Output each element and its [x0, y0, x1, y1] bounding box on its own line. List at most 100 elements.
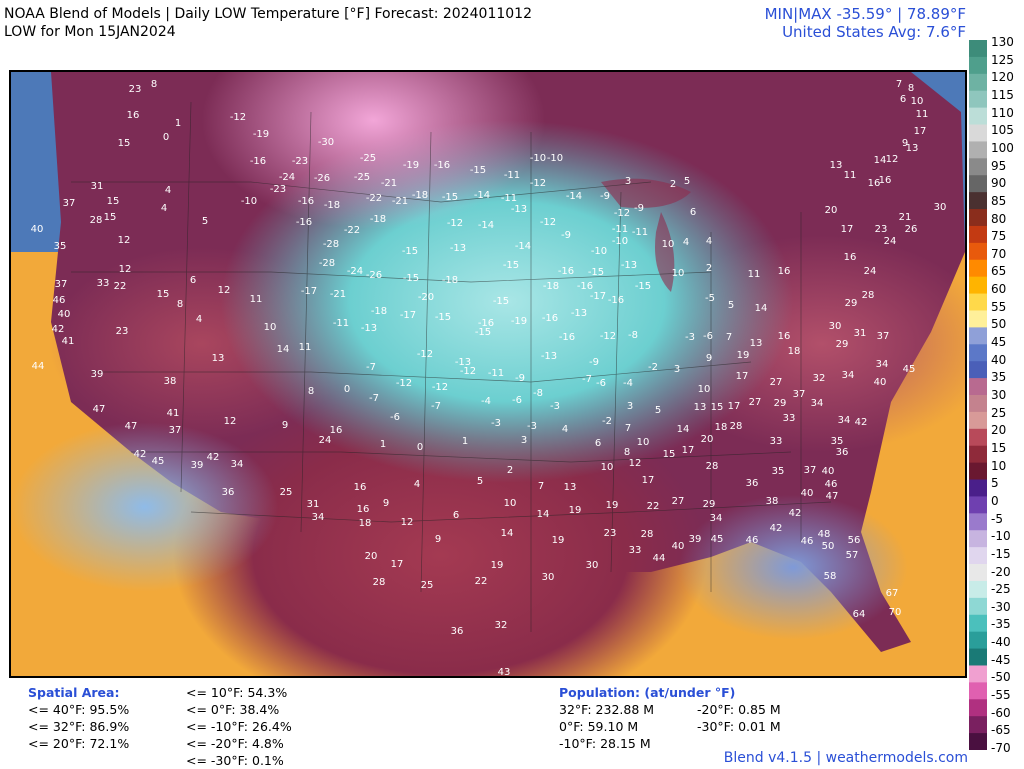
temperature-label: -8 [533, 388, 543, 399]
temperature-label: 22 [475, 576, 488, 587]
color-scale-tick-label: -45 [991, 652, 1011, 667]
temperature-label: 18 [359, 518, 372, 529]
temperature-label: 11 [844, 170, 857, 181]
color-scale-tick-label: 120 [991, 70, 1014, 85]
color-scale-tick-label: -20 [991, 564, 1011, 579]
color-scale-swatch [969, 411, 987, 430]
color-scale-swatch [969, 580, 987, 599]
temperature-label: -16 [577, 281, 593, 292]
temperature-label: 64 [853, 609, 866, 620]
temperature-label: 20 [825, 205, 838, 216]
population-stat: -20°F: 0.85 M [697, 702, 781, 717]
lake-michigan [655, 212, 675, 292]
temperature-label: 17 [642, 475, 655, 486]
temperature-label: -3 [527, 421, 537, 432]
temperature-label: 57 [846, 550, 859, 561]
temperature-label: -10 [591, 246, 607, 257]
temperature-label: 25 [280, 487, 293, 498]
temperature-label: -7 [369, 393, 379, 404]
temperature-label: 39 [91, 369, 104, 380]
temperature-label: -15 [470, 165, 486, 176]
color-scale-tick-label: 45 [991, 335, 1007, 350]
temperature-label: 18 [715, 422, 728, 433]
temperature-label: 17 [391, 559, 404, 570]
temperature-label: -9 [634, 203, 644, 214]
temperature-label: 16 [778, 331, 791, 342]
temperature-label: 34 [231, 459, 244, 470]
temperature-label: 46 [825, 479, 838, 490]
temperature-label: 16 [357, 504, 370, 515]
color-scale-tick-label: -65 [991, 723, 1011, 738]
color-scale-tick-label: 20 [991, 423, 1007, 438]
color-scale-tick-label: 110 [991, 105, 1014, 120]
summary-header: MIN|MAX -35.59° | 78.89°F United States … [765, 5, 966, 41]
temperature-label: 0 [417, 442, 423, 453]
map-title: NOAA Blend of Models | Daily LOW Tempera… [4, 5, 532, 41]
temperature-label: 33 [770, 436, 783, 447]
temperature-label: -14 [478, 220, 494, 231]
temperature-label: 19 [606, 500, 619, 511]
temperature-label: 14 [537, 509, 550, 520]
temperature-label: -28 [323, 239, 339, 250]
temperature-label: -3 [685, 332, 695, 343]
temperature-label: 40 [874, 377, 887, 388]
temperature-label: 6 [595, 438, 601, 449]
temperature-label: 22 [647, 501, 660, 512]
color-scale-tick-label: 80 [991, 211, 1007, 226]
color-scale-swatch [969, 597, 987, 616]
temperature-label: -30 [318, 137, 334, 148]
temperature-label: 5 [728, 300, 734, 311]
color-scale-swatch [969, 530, 987, 548]
temperature-label: 42 [855, 417, 868, 428]
color-scale-swatch [969, 733, 987, 751]
temperature-label: 10 [264, 322, 277, 333]
temperature-label: 28 [730, 421, 743, 432]
temperature-label: -7 [366, 362, 376, 373]
temperature-label: -13 [450, 243, 466, 254]
temperature-label: 23 [129, 84, 142, 95]
color-scale-tick-label: -55 [991, 688, 1011, 703]
color-scale-swatch [969, 124, 987, 142]
temperature-label: 10 [601, 462, 614, 473]
temperature-label: 37 [63, 198, 76, 209]
temperature-label: 34 [842, 370, 855, 381]
color-scale-swatch [969, 361, 987, 379]
temperature-label: 14 [677, 424, 690, 435]
temperature-label: 48 [818, 529, 831, 540]
state-borders [71, 101, 832, 632]
temperature-label: -16 [542, 313, 558, 324]
temperature-label: 31 [307, 499, 320, 510]
temperature-label: -24 [347, 266, 363, 277]
temperature-label: 37 [793, 389, 806, 400]
temperature-label: -13 [621, 260, 637, 271]
temperature-label: 16 [844, 252, 857, 263]
temperature-label: -18 [371, 306, 387, 317]
temperature-label: 38 [766, 496, 779, 507]
color-scale-swatch [969, 682, 987, 700]
temperature-label: -6 [390, 412, 400, 423]
temperature-label: 40 [672, 541, 685, 552]
temperature-label: -16 [250, 156, 266, 167]
temperature-label: 37 [169, 425, 182, 436]
temperature-label: 22 [114, 281, 127, 292]
temperature-label: -13 [455, 357, 471, 368]
temperature-label: -15 [435, 312, 451, 323]
temperature-label: 11 [916, 109, 929, 120]
color-scale-swatch [969, 141, 987, 159]
spatial-stat: <= -30°F: 0.1% [186, 753, 284, 768]
temperature-label: 16 [868, 178, 881, 189]
temperature-label: 41 [167, 408, 180, 419]
temperature-label: 18 [788, 346, 801, 357]
temperature-label: -11 [632, 227, 648, 238]
color-scale-tick-label: 90 [991, 176, 1007, 191]
temperature-label: 9 [383, 498, 389, 509]
temperature-label: 13 [694, 402, 707, 413]
color-scale-tick-label: -25 [991, 582, 1011, 597]
temperature-label: 15 [104, 212, 117, 223]
temperature-label: -12 [530, 178, 546, 189]
color-scale-tick-label: 95 [991, 158, 1007, 173]
temperature-label: -13 [541, 351, 557, 362]
temperature-label: -4 [481, 396, 491, 407]
temperature-label: 46 [746, 535, 759, 546]
